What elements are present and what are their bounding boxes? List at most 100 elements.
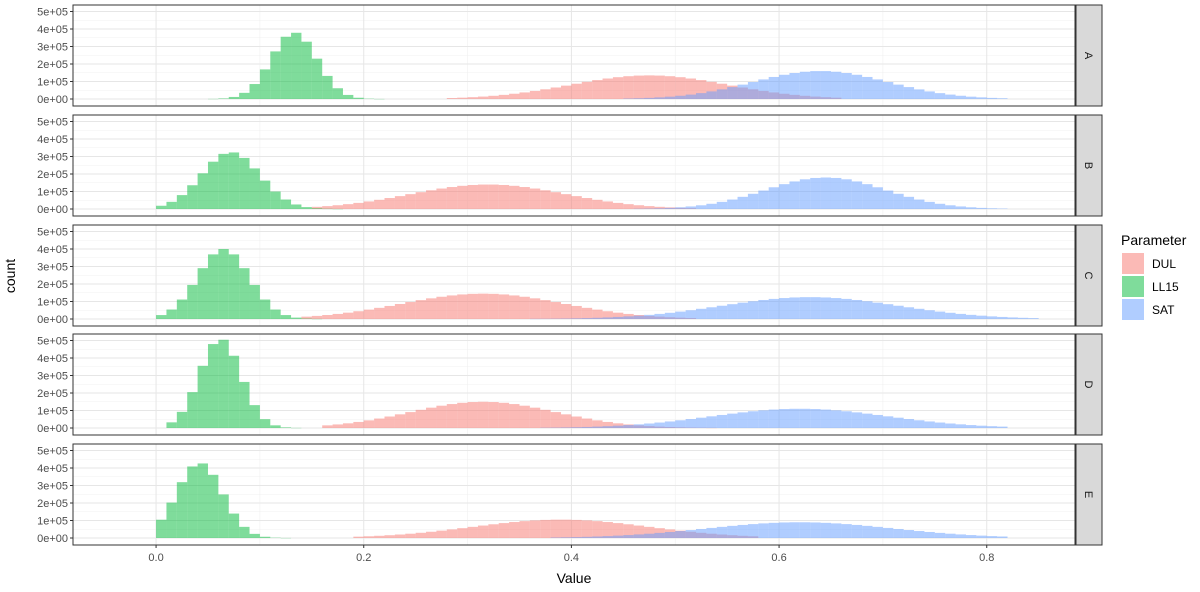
histogram-bar xyxy=(633,205,645,209)
histogram-bar xyxy=(685,94,697,99)
histogram-bar xyxy=(654,532,665,538)
histogram-bar xyxy=(436,296,447,319)
histogram-bar xyxy=(592,426,603,428)
histogram-bar xyxy=(363,536,375,538)
histogram-bar xyxy=(997,426,1008,428)
y-tick-label: 4e+05 xyxy=(37,463,68,475)
legend-swatch xyxy=(1122,253,1144,274)
series-dul xyxy=(322,401,717,429)
histogram-bar xyxy=(820,522,831,538)
histogram-bar xyxy=(488,95,499,99)
histogram-bar xyxy=(841,524,852,538)
y-tick-label: 0e+00 xyxy=(37,314,68,326)
histogram-bar xyxy=(675,95,686,99)
histogram-bar xyxy=(685,206,697,209)
histogram-bar xyxy=(706,307,717,319)
histogram-bar xyxy=(882,82,894,99)
histogram-bar xyxy=(270,51,281,99)
histogram-bar xyxy=(830,523,842,538)
histogram-bar xyxy=(862,525,873,538)
y-tick-label: 3e+05 xyxy=(37,262,68,274)
histogram-bar xyxy=(872,187,883,209)
histogram-bar xyxy=(747,301,759,319)
histogram-bar xyxy=(436,530,447,538)
histogram-bar xyxy=(986,97,998,99)
histogram-bar xyxy=(1007,317,1018,319)
panel-border xyxy=(72,333,1076,436)
histogram-bar xyxy=(426,531,437,538)
legend-label: LL15 xyxy=(1152,280,1179,294)
histogram-bar xyxy=(872,302,883,319)
histogram-bar xyxy=(716,89,728,99)
histogram-bar xyxy=(197,268,208,319)
histogram-bar xyxy=(207,254,219,319)
histogram-bar xyxy=(893,193,904,209)
histogram-bar xyxy=(332,424,343,428)
histogram-bar xyxy=(976,425,987,428)
histogram-bar xyxy=(664,312,676,319)
histogram-bar xyxy=(882,527,894,538)
histogram-bar xyxy=(851,524,863,538)
y-tick-label: 1e+05 xyxy=(37,516,68,528)
histogram-bar xyxy=(519,187,530,209)
histogram-bar xyxy=(602,536,613,538)
histogram-bar xyxy=(789,181,800,209)
histogram-bar xyxy=(716,305,728,319)
histogram-bar xyxy=(602,317,613,319)
histogram-bar xyxy=(675,77,686,99)
histogram-bar xyxy=(737,412,748,428)
histogram-bar xyxy=(592,317,603,319)
y-tick-label: 5e+05 xyxy=(37,227,68,239)
histogram-bar xyxy=(166,309,177,319)
histogram-bar xyxy=(955,95,966,99)
histogram-bar xyxy=(737,524,748,538)
histogram-bar xyxy=(228,96,240,99)
histogram-bar xyxy=(550,519,562,538)
histogram-bar xyxy=(986,316,998,319)
histogram-bar xyxy=(561,414,572,428)
histogram-bar xyxy=(727,304,738,319)
histogram-bar xyxy=(716,201,728,209)
histogram-bar xyxy=(685,78,697,99)
histogram-bar xyxy=(612,523,624,538)
histogram-bar xyxy=(612,316,624,319)
histogram-bar xyxy=(810,522,821,538)
histogram-bar xyxy=(592,309,603,319)
histogram-bar xyxy=(405,412,416,428)
y-tick-label: 0e+00 xyxy=(37,423,68,435)
histogram-bar xyxy=(353,536,364,538)
histogram-bar xyxy=(706,91,717,99)
histogram-bar xyxy=(893,305,904,319)
histogram-bar xyxy=(997,98,1008,99)
y-tick-label: 2e+05 xyxy=(37,59,68,71)
histogram-bar xyxy=(841,298,852,319)
histogram-bar xyxy=(446,295,458,319)
histogram-bar xyxy=(810,177,821,209)
histogram-bar xyxy=(893,417,904,428)
histogram-bar xyxy=(644,423,655,428)
histogram-bar xyxy=(654,313,665,319)
legend: Parameter DUL LL15 SAT xyxy=(1121,232,1187,320)
y-axis-title: count xyxy=(2,259,18,293)
histogram-bar xyxy=(851,181,863,209)
histogram-bar xyxy=(405,533,416,538)
histogram-bar xyxy=(903,307,915,319)
histogram-bar xyxy=(779,409,790,428)
histogram-bar xyxy=(581,318,593,319)
histogram-bar xyxy=(166,502,177,538)
histogram-bar xyxy=(592,521,603,538)
facet-strip xyxy=(1075,443,1103,546)
histogram-bar xyxy=(540,89,551,99)
histogram-bar xyxy=(654,208,665,209)
histogram-bar xyxy=(509,404,520,428)
histogram-bar xyxy=(862,413,873,428)
histogram-bar xyxy=(280,315,292,319)
facet-panel-a: 0e+00 1e+05 2e+05 3e+05 4e+05 5e+05 A xyxy=(37,4,1103,107)
histogram-bar xyxy=(446,529,458,538)
histogram-bar xyxy=(581,81,593,99)
facet-panel-d: 0e+00 1e+05 2e+05 3e+05 4e+05 5e+05 D xyxy=(37,333,1103,436)
histogram-bar xyxy=(488,184,499,209)
histogram-bar xyxy=(768,187,780,209)
histogram-bar xyxy=(654,206,665,209)
histogram-bar xyxy=(311,315,323,319)
